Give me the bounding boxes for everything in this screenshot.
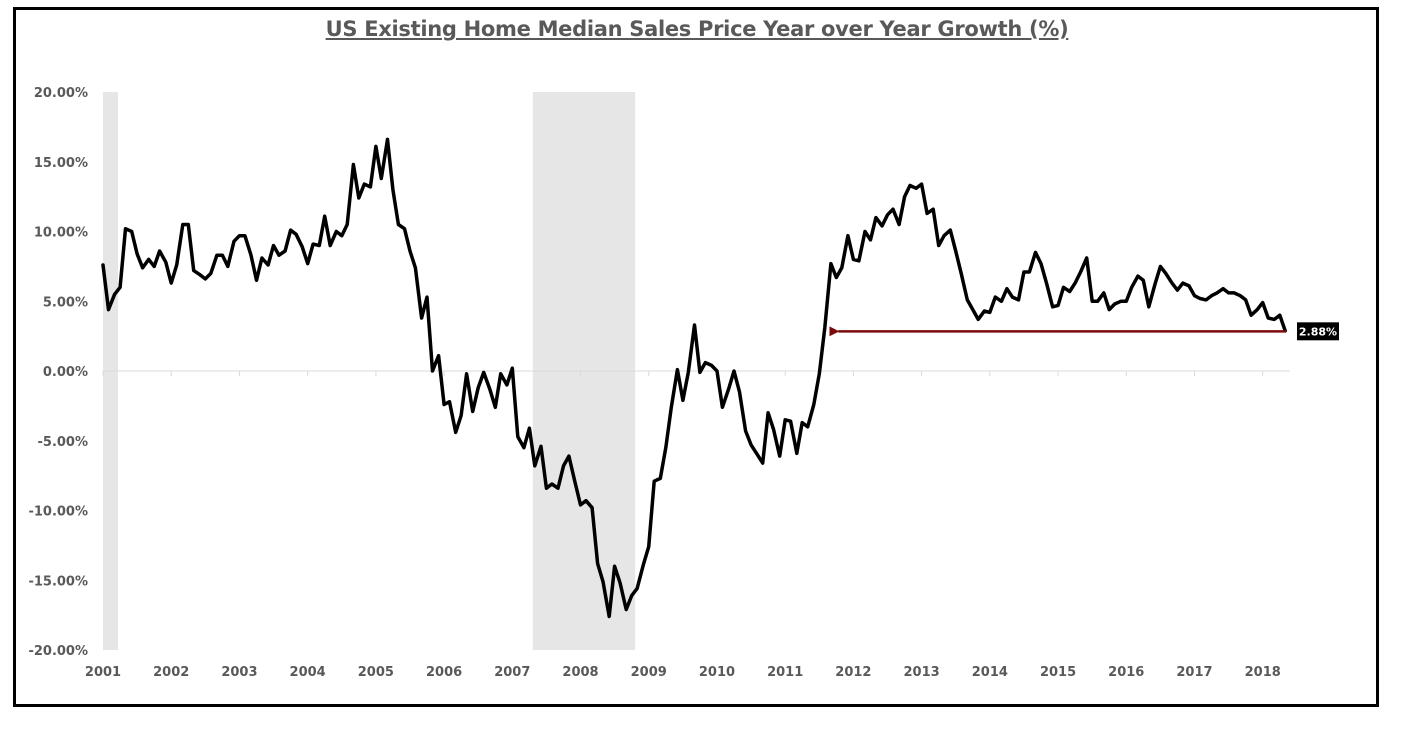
x-tick-label-2010: 2010 [699,665,735,680]
y-tick-label-1: 15.00% [34,156,88,171]
y-tick-label-0: 20.00% [34,86,88,101]
y-tick-label-7: -15.00% [28,574,88,589]
chart-title: US Existing Home Median Sales Price Year… [325,17,1069,41]
x-tick-label-2017: 2017 [1176,665,1212,680]
x-tick-label-2006: 2006 [426,665,462,680]
x-tick-label-2001: 2001 [85,665,121,680]
x-tick-label-2007: 2007 [494,665,530,680]
y-axis-ticks: 20.00% 15.00% 10.00% 5.00% 0.00% -5.00% -10.00… [28,86,88,659]
annotation-label-bg [1297,322,1339,341]
x-tick-label-2013: 2013 [904,665,940,680]
x-tick-label-2008: 2008 [562,665,598,680]
y-tick-label-4: 0.00% [43,365,88,380]
x-tick-label-2018: 2018 [1245,665,1281,680]
latest-value-annotation: 2.88% [829,322,1339,341]
y-tick-label-8: -20.00% [28,644,88,659]
x-tick-label-2015: 2015 [1040,665,1076,680]
series-line-median-price-growth [101,137,1287,619]
x-tick-label-2009: 2009 [631,665,667,680]
annotation-label: 2.88% [1299,325,1337,338]
x-tick-label-2005: 2005 [358,665,394,680]
y-tick-label-5: -5.00% [38,435,89,450]
y-tick-label-3: 5.00% [43,295,88,310]
x-tick-label-2011: 2011 [767,665,803,680]
x-axis-ticks: 2001 2002 2003 2004 2005 2006 2007 2008 2009 2010… [85,371,1281,680]
x-tick-label-2016: 2016 [1108,665,1144,680]
y-tick-label-6: -10.00% [28,505,88,520]
x-tick-label-2004: 2004 [290,665,326,680]
chart-frame [13,7,1379,707]
x-tick-label-2012: 2012 [835,665,871,680]
x-tick-label-2002: 2002 [153,665,189,680]
x-tick-label-2003: 2003 [221,665,257,680]
x-tick-label-2014: 2014 [972,665,1008,680]
y-tick-label-2: 10.00% [34,226,88,241]
